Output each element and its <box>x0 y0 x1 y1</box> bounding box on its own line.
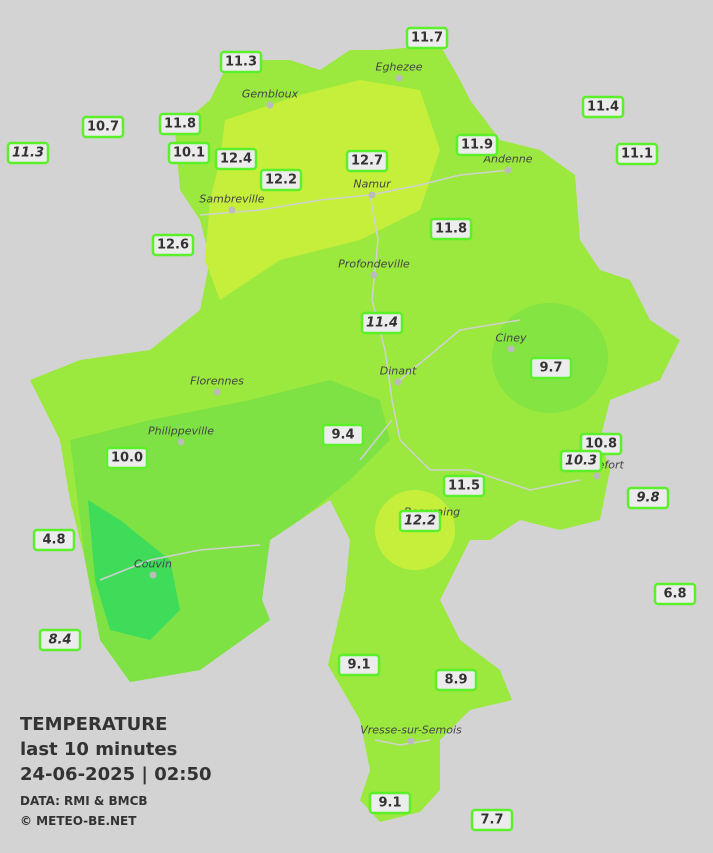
station-value: 12.7 <box>351 154 383 169</box>
station-box <box>653 582 697 606</box>
station-box <box>345 149 389 173</box>
station-box <box>615 142 659 166</box>
station-value: 11.8 <box>435 222 467 237</box>
city-label: Ciney <box>496 332 527 345</box>
station-box <box>626 486 670 510</box>
city-dot <box>504 166 512 174</box>
city-dot <box>149 571 157 579</box>
station-box <box>529 356 573 380</box>
station-value: 8.4 <box>48 633 71 648</box>
warm-zone <box>205 80 440 300</box>
city-dot <box>593 472 601 480</box>
city-dot <box>228 206 236 214</box>
legend-source: DATA: RMI & BMCB <box>20 794 148 808</box>
city-label: Namur <box>353 178 392 191</box>
station-value: 12.2 <box>404 514 436 529</box>
city-dot <box>370 271 378 279</box>
legend-credit: © METEO-BE.NET <box>20 814 137 828</box>
station-box <box>167 141 211 165</box>
city-label: Florennes <box>190 375 244 388</box>
station-box <box>455 133 499 157</box>
station-box <box>259 168 303 192</box>
station-box <box>405 26 449 50</box>
city-label: Gembloux <box>242 88 299 101</box>
city-dot <box>507 345 515 353</box>
station-box <box>151 233 195 257</box>
station-value: 9.8 <box>636 491 659 506</box>
city-dot <box>266 101 274 109</box>
legend-subtitle: last 10 minutes <box>20 739 177 760</box>
station-value: 11.7 <box>411 31 443 46</box>
station-box <box>105 446 149 470</box>
station-box <box>429 217 473 241</box>
station-box <box>32 528 76 552</box>
station-box <box>559 449 603 473</box>
station-box <box>337 653 381 677</box>
station-value: 9.7 <box>539 361 562 376</box>
station-box <box>219 50 263 74</box>
station-value: 11.8 <box>164 117 196 132</box>
station-value: 4.8 <box>42 533 65 548</box>
cold-zone <box>88 500 180 640</box>
station-value: 12.6 <box>157 238 189 253</box>
station-value: 11.3 <box>12 146 44 161</box>
station-value: 11.5 <box>448 479 480 494</box>
station-value: 11.1 <box>621 147 653 162</box>
station-box <box>321 423 365 447</box>
station-value: 9.1 <box>347 658 370 673</box>
station-box <box>368 791 412 815</box>
station-value: 8.9 <box>444 673 467 688</box>
city-dot <box>394 378 402 386</box>
city-dot <box>395 74 403 82</box>
station-value: 10.7 <box>87 120 119 135</box>
station-value: 10.0 <box>111 451 143 466</box>
station-value: 11.3 <box>225 55 257 70</box>
city-label: Dinant <box>380 365 417 378</box>
station-box <box>442 474 486 498</box>
city-dot <box>407 737 415 745</box>
station-box <box>38 628 82 652</box>
legend-title: TEMPERATURE <box>20 714 167 735</box>
city-label: Vresse-sur-Semois <box>360 724 462 737</box>
station-box <box>434 668 478 692</box>
legend-datetime: 24-06-2025 | 02:50 <box>20 764 212 785</box>
station-box <box>360 311 404 335</box>
station-value: 6.8 <box>663 587 686 602</box>
station-value: 9.4 <box>331 428 354 443</box>
station-value: 11.4 <box>366 316 398 331</box>
station-value: 12.4 <box>220 152 252 167</box>
station-box <box>581 95 625 119</box>
city-label: Eghezee <box>376 61 423 74</box>
station-value: 10.8 <box>585 437 617 452</box>
station-box <box>158 112 202 136</box>
city-label: Couvin <box>134 558 172 571</box>
station-value: 11.9 <box>461 138 493 153</box>
station-value: 7.7 <box>480 813 503 828</box>
city-label: Sambreville <box>199 193 264 206</box>
station-value: 10.3 <box>565 454 597 469</box>
city-dot <box>177 438 185 446</box>
city-dot <box>213 388 221 396</box>
station-box <box>6 141 50 165</box>
city-label: Profondeville <box>338 258 410 271</box>
station-box <box>81 115 125 139</box>
station-value: 9.1 <box>378 796 401 811</box>
station-value: 12.2 <box>265 173 297 188</box>
station-box <box>214 147 258 171</box>
station-value: 10.1 <box>173 146 205 161</box>
city-dot <box>368 191 376 199</box>
city-label: Philippeville <box>148 425 214 438</box>
station-value: 11.4 <box>587 100 619 115</box>
station-box <box>398 509 442 533</box>
station-box <box>470 808 514 832</box>
